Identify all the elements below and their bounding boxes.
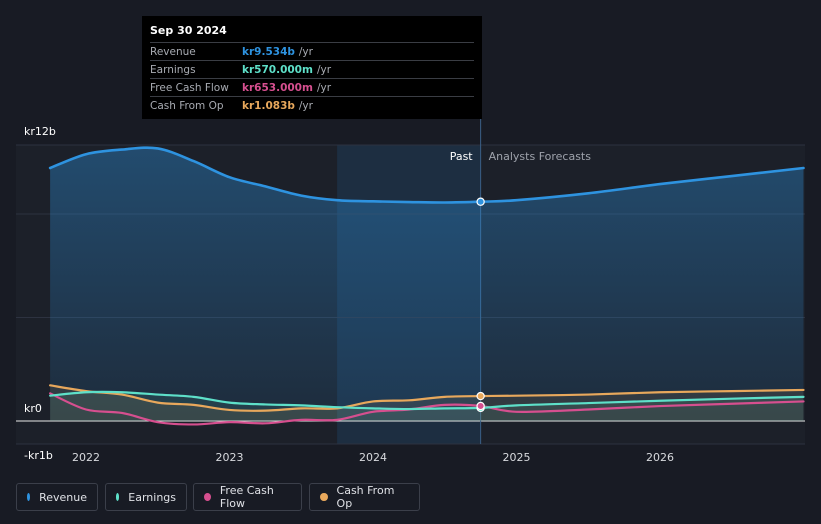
legend-revenue[interactable]: Revenue bbox=[16, 483, 98, 511]
tooltip-label: Free Cash Flow bbox=[150, 81, 229, 94]
tooltip-label: Earnings bbox=[150, 63, 196, 76]
tooltip-panel: Sep 30 2024 Revenue kr9.534b /yr Earning… bbox=[142, 16, 482, 119]
tooltip-row-free-cash-flow: Free Cash Flow kr653.000m /yr bbox=[150, 78, 474, 96]
past-label: Past bbox=[450, 150, 474, 163]
earnings-area bbox=[50, 391, 804, 421]
legend-label: Earnings bbox=[128, 490, 176, 504]
tooltip-value: kr653.000m bbox=[242, 81, 313, 94]
forecast-label: Analysts Forecasts bbox=[489, 150, 592, 163]
legend-dot-icon bbox=[27, 493, 31, 501]
revenue-line bbox=[48, 146, 805, 204]
x-tick-label: 2025 bbox=[503, 451, 531, 464]
x-tick-label: 2026 bbox=[646, 451, 674, 464]
tooltip-unit: /yr bbox=[316, 63, 332, 76]
legend-label: Free Cash Flow bbox=[219, 484, 274, 510]
y-tick-label: kr12b bbox=[24, 125, 56, 138]
tooltip-label: Cash From Op bbox=[150, 99, 224, 112]
tooltip-row-revenue: Revenue kr9.534b /yr bbox=[150, 42, 474, 60]
tooltip-unit: /yr bbox=[316, 81, 332, 94]
tooltip-unit: /yr bbox=[298, 45, 313, 58]
x-tick-label: 2022 bbox=[72, 451, 100, 464]
legend-cash-from-op[interactable]: Cash From Op bbox=[309, 483, 420, 511]
revenue-area bbox=[50, 147, 804, 422]
tooltip-value: kr570.000m bbox=[242, 63, 313, 76]
legend-dot-icon bbox=[320, 493, 328, 501]
x-tick-label: 2024 bbox=[359, 451, 387, 464]
tooltip-label: Revenue bbox=[150, 45, 196, 58]
earnings-line bbox=[49, 390, 805, 411]
y-tick-label: kr0 bbox=[24, 402, 42, 415]
free-cash-flow-marker bbox=[476, 401, 485, 411]
tooltip-value: kr1.083b bbox=[242, 99, 295, 112]
legend-dot-icon bbox=[116, 493, 120, 501]
tooltip-row-earnings: Earnings kr570.000m /yr bbox=[150, 60, 474, 78]
tooltip-row-cash-from-op: Cash From Op kr1.083b /yr bbox=[150, 96, 474, 114]
legend-dot-icon bbox=[204, 493, 211, 501]
cash-from-op-marker bbox=[476, 391, 485, 401]
tooltip-value: kr9.534b bbox=[242, 45, 295, 58]
tooltip-date: Sep 30 2024 bbox=[150, 24, 227, 37]
y-tick-label: -kr1b bbox=[24, 449, 53, 462]
free-cash-flow-line bbox=[49, 392, 805, 426]
revenue-marker bbox=[476, 197, 485, 206]
legend-free-cash-flow[interactable]: Free Cash Flow bbox=[193, 483, 302, 511]
x-tick-label: 2023 bbox=[216, 451, 244, 464]
cash-from-op-line bbox=[49, 384, 805, 412]
legend-label: Cash From Op bbox=[336, 484, 395, 510]
tooltip-unit: /yr bbox=[298, 99, 313, 112]
legend-earnings[interactable]: Earnings bbox=[105, 483, 187, 511]
legend-label: Revenue bbox=[39, 490, 87, 504]
